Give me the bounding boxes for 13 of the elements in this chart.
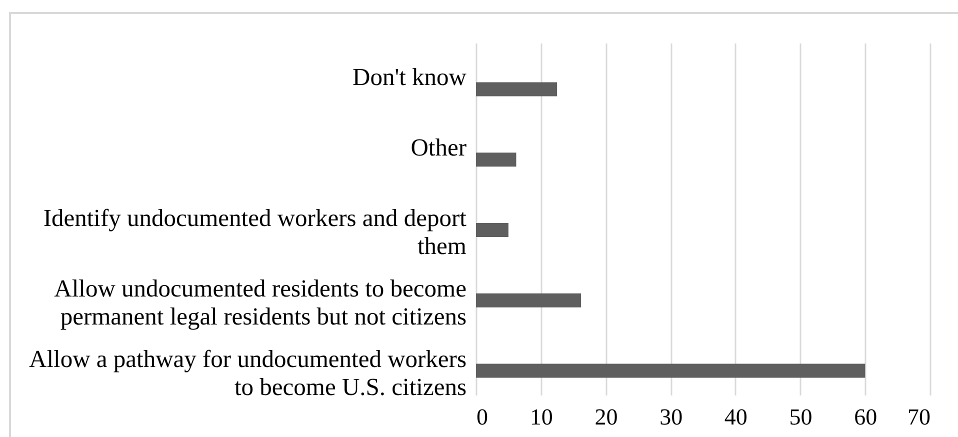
y-tick-label: Don't know	[352, 64, 467, 92]
y-tick-label: Other	[410, 134, 466, 162]
x-tick-label: 70	[908, 404, 930, 430]
x-tick-label: 30	[660, 404, 683, 430]
y-tick-label: Allow a pathway for undocumented workers to become U.S. citizens	[29, 346, 466, 401]
x-tick-label: 50	[789, 404, 812, 430]
y-tick-label: Identify undocumented workers and deport them	[43, 205, 467, 260]
x-tick-label: 40	[724, 404, 748, 430]
x-tick-label: 10	[530, 404, 553, 430]
x-tick-label: 20	[594, 404, 618, 430]
x-tick-label: 0	[476, 404, 488, 430]
y-tick-label: Allow undocumented residents to become permanent legal residents but not citizens	[54, 275, 467, 330]
x-tick-label: 60	[854, 404, 878, 430]
